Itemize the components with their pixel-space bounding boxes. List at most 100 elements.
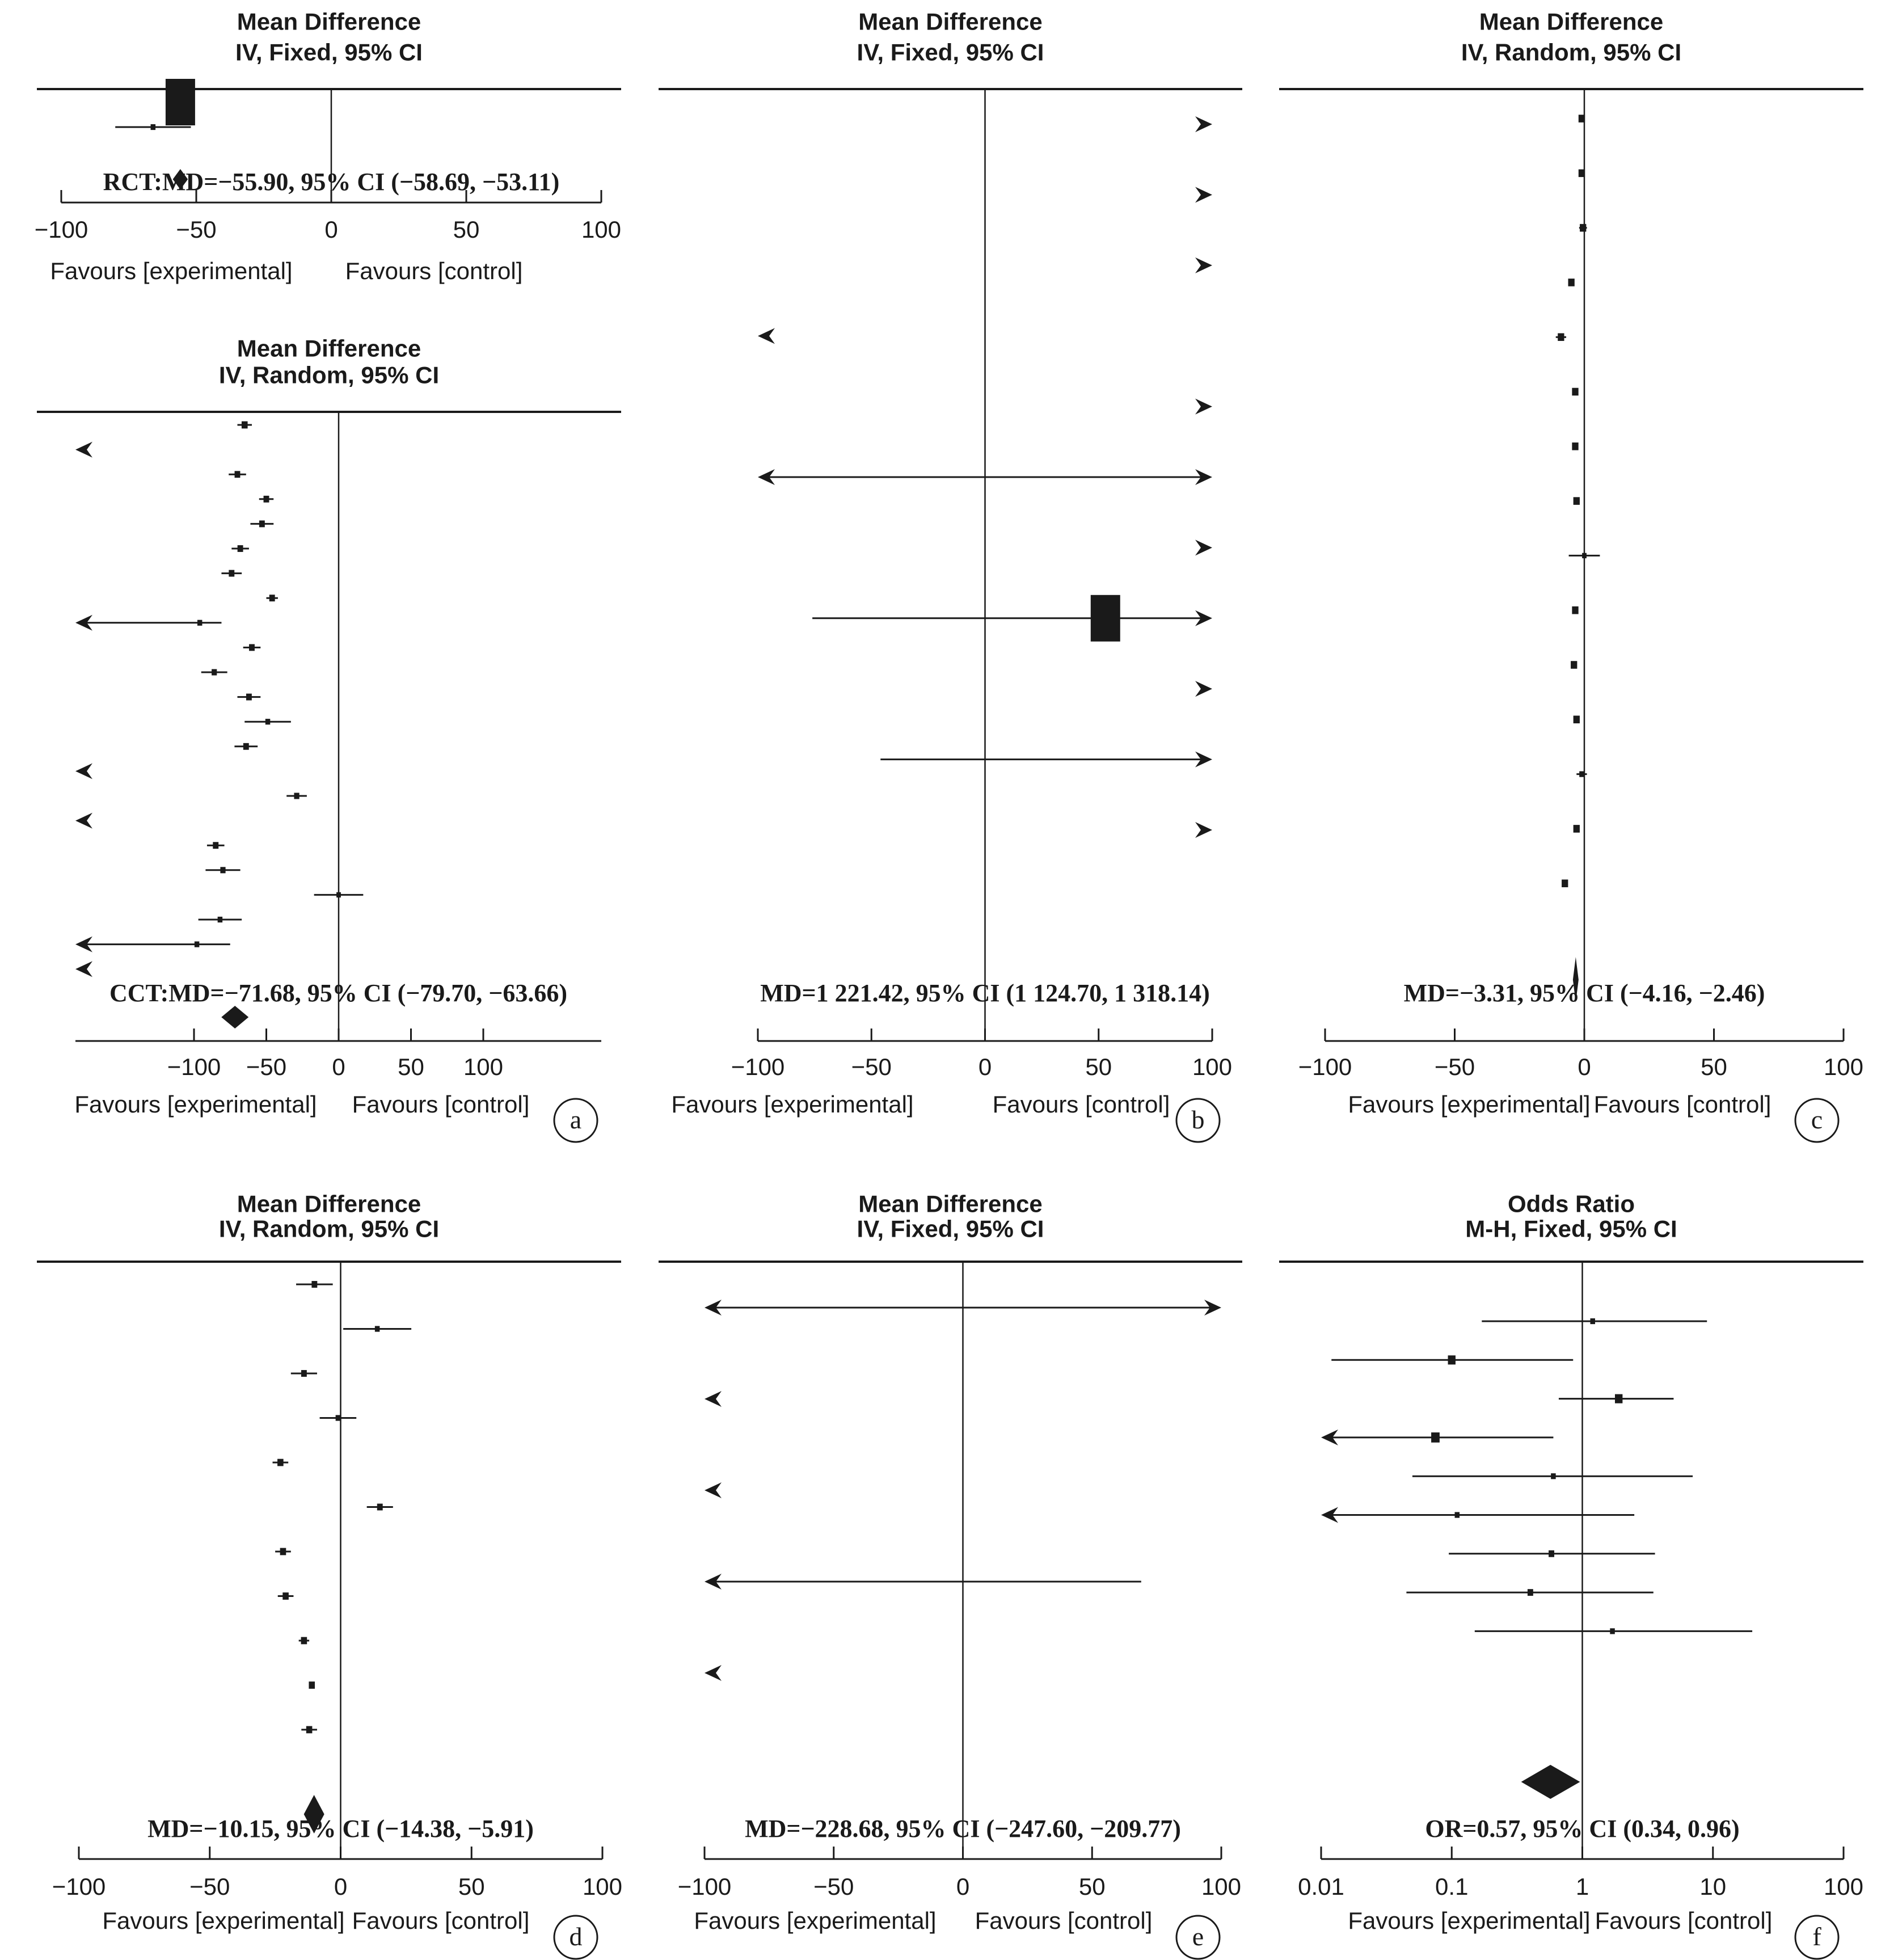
x-tick-label: 0 (334, 1873, 347, 1900)
plot-subtitle: IV, Fixed, 95% CI (857, 39, 1044, 65)
plot-title: Mean Difference (858, 8, 1042, 35)
point-estimate (374, 1326, 380, 1332)
point-estimate (1580, 224, 1587, 232)
point-estimate (1571, 661, 1578, 669)
point-estimate (294, 793, 300, 799)
point-estimate (259, 520, 265, 528)
x-tick-label: 10 (1699, 1873, 1726, 1900)
study-row (275, 1548, 291, 1556)
study-row (206, 842, 225, 849)
study-row (1578, 169, 1585, 178)
point-estimate (150, 124, 156, 130)
favours-experimental-label: Favours [experimental] (671, 1091, 913, 1118)
x-tick-label: 100 (463, 1053, 503, 1080)
point-estimate (301, 1370, 307, 1377)
ci-arrow-right (1195, 681, 1212, 697)
study-row (1195, 539, 1212, 556)
panel-label-circle (1794, 1915, 1840, 1960)
study-row (705, 1391, 722, 1407)
point-estimate (1527, 1589, 1533, 1596)
point-estimate (1590, 1318, 1595, 1325)
panel-label: b (1192, 1105, 1205, 1134)
summary-diamond (172, 169, 188, 189)
ci-arrow-right (1195, 398, 1212, 415)
point-estimate (249, 644, 255, 651)
x-tick-label: 0.01 (1298, 1873, 1344, 1900)
study-row (1573, 497, 1580, 505)
study-row (1578, 115, 1585, 123)
study-row (75, 763, 92, 779)
ci-arrow-right (1195, 751, 1212, 768)
study-row (272, 1459, 289, 1466)
plot-title: Mean Difference (237, 335, 421, 361)
study-row (1474, 1628, 1753, 1634)
point-estimate (234, 471, 241, 478)
x-tick-label: 100 (581, 216, 621, 243)
ci-arrow-left (758, 469, 775, 485)
x-tick-label: 0 (324, 216, 338, 243)
summary-label: CCT:MD=−71.68, 95% CI (−79.70, −63.66) (109, 979, 567, 1007)
point-estimate (1568, 279, 1575, 286)
study-row (296, 1281, 333, 1288)
point-estimate (229, 570, 235, 577)
x-tick-label: −100 (167, 1053, 221, 1080)
x-tick-label: −100 (1298, 1053, 1352, 1080)
summary-diamond (1572, 957, 1579, 1002)
point-estimate (1562, 879, 1568, 887)
plot-subtitle: IV, Random, 95% CI (1461, 39, 1681, 65)
x-tick-label: 100 (1201, 1873, 1241, 1900)
point-estimate (1614, 1394, 1623, 1403)
point-estimate (1578, 169, 1585, 178)
study-row (205, 867, 241, 874)
summary-diamond (221, 1006, 249, 1029)
panel-label: f (1812, 1922, 1821, 1951)
study-row (243, 644, 261, 651)
point-estimate (1573, 715, 1580, 724)
study-row (343, 1326, 412, 1332)
point-estimate (335, 1415, 341, 1421)
point-estimate (1573, 825, 1580, 833)
study-row (1195, 398, 1212, 415)
panel-label-circle (1175, 1915, 1221, 1960)
summary-diamond (1521, 1765, 1580, 1799)
point-estimate (311, 1281, 318, 1288)
point-estimate (1454, 1512, 1460, 1518)
ci-arrow-left (1321, 1429, 1338, 1445)
x-tick-label: 100 (1192, 1053, 1232, 1080)
study-row (229, 471, 246, 478)
point-estimate (217, 916, 223, 923)
study-row (366, 1503, 393, 1511)
study-row (1572, 606, 1579, 614)
study-row (1195, 257, 1212, 273)
x-tick-label: 50 (1079, 1873, 1106, 1900)
point-estimate (237, 545, 243, 552)
point-estimate (220, 867, 226, 874)
x-tick-label: 0 (332, 1053, 345, 1080)
study-row (1573, 825, 1580, 833)
x-tick-label: 50 (398, 1053, 424, 1080)
x-tick-label: −100 (52, 1873, 106, 1900)
study-row (1482, 1318, 1707, 1325)
point-estimate (1610, 1628, 1615, 1634)
summary-label: MD=−3.31, 95% CI (−4.16, −2.46) (1404, 979, 1765, 1007)
study-row (1572, 442, 1579, 450)
point-estimate (269, 595, 275, 602)
panel-label: e (1192, 1922, 1204, 1951)
study-row (812, 595, 1212, 642)
ci-arrow-left (1321, 1507, 1338, 1523)
panel-label-circle (553, 1915, 598, 1960)
point-estimate (241, 421, 248, 429)
ci-arrow-right (1195, 610, 1212, 626)
point-estimate (1578, 115, 1585, 123)
point-estimate (282, 1592, 289, 1600)
point-estimate (1549, 1550, 1554, 1557)
ci-arrow-left (75, 763, 92, 779)
study-row (1195, 116, 1212, 132)
point-estimate (309, 1681, 315, 1689)
study-row (234, 743, 258, 750)
point-estimate (336, 892, 341, 898)
study-row (244, 719, 291, 725)
point-estimate (1090, 595, 1120, 642)
